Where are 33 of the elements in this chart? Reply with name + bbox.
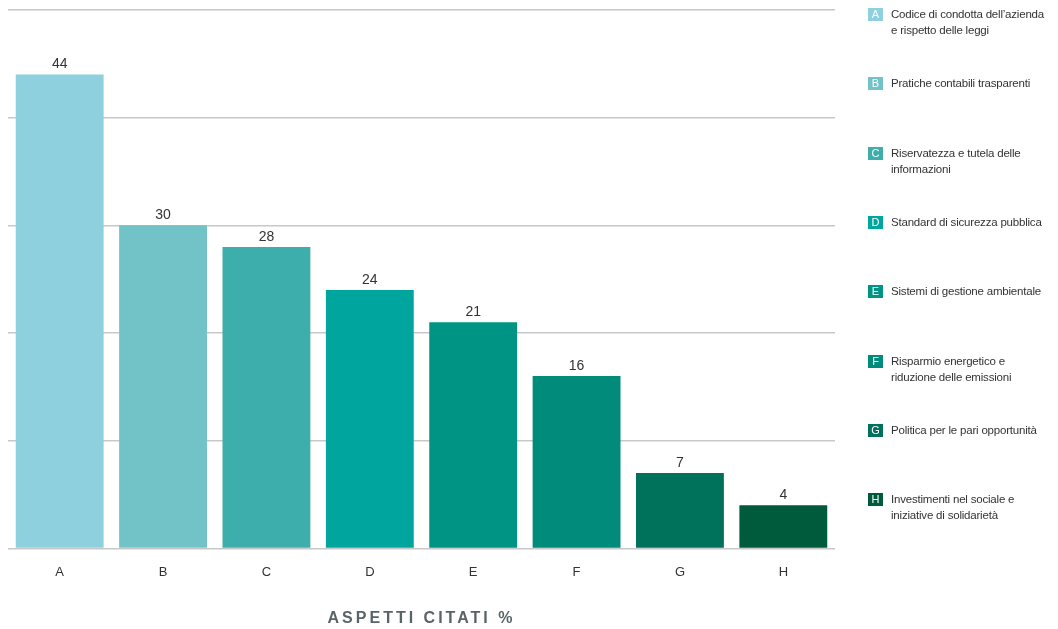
text: Standard di sicurezza pubblica: [891, 214, 1043, 230]
x-tick-label: C: [261, 563, 272, 579]
x-tick-label: H: [778, 563, 789, 579]
x-tick-label: D: [365, 563, 375, 579]
x-tick-label: F: [572, 563, 581, 579]
text: Pratiche contabili trasparenti: [891, 76, 1032, 92]
x-tick-label: A: [55, 563, 65, 579]
data-label: 30: [155, 206, 172, 223]
letter-swatch: A: [868, 8, 883, 21]
letter-swatch: F: [868, 354, 883, 368]
data-label: 21: [465, 303, 482, 320]
letter-swatch: G: [868, 423, 883, 437]
letter-swatch: B: [868, 77, 883, 91]
x-tick-label: E: [468, 563, 478, 579]
letter-swatch: D: [868, 215, 883, 229]
data-label: 28: [258, 227, 275, 244]
letter-swatch: C: [868, 146, 883, 160]
x-tick-label: B: [158, 563, 168, 579]
text: Sistemi di gestione ambientale: [891, 284, 1042, 300]
data-label: 16: [568, 356, 585, 373]
data-label: 44: [51, 55, 68, 72]
text: Politica per le pari opportunità: [891, 422, 1038, 438]
x-tick-label: G: [674, 563, 685, 579]
text: Riservatezza e tutela delle informazioni: [891, 145, 1022, 177]
text: ASPETTI CITATI %: [326, 609, 517, 627]
data-label: 24: [362, 270, 378, 287]
text: Codice di condotta dell’azienda e rispetto delle leggi: [891, 7, 1045, 38]
data-label: 7: [676, 453, 685, 470]
text: Investimenti nel sociale e iniziative di solidarietà: [891, 492, 1016, 524]
letter-swatch: E: [868, 285, 883, 299]
text: Risparmio energetico e riduzione delle emissioni: [891, 353, 1013, 385]
letter-swatch: H: [868, 493, 883, 507]
data-label: 4: [779, 486, 788, 503]
